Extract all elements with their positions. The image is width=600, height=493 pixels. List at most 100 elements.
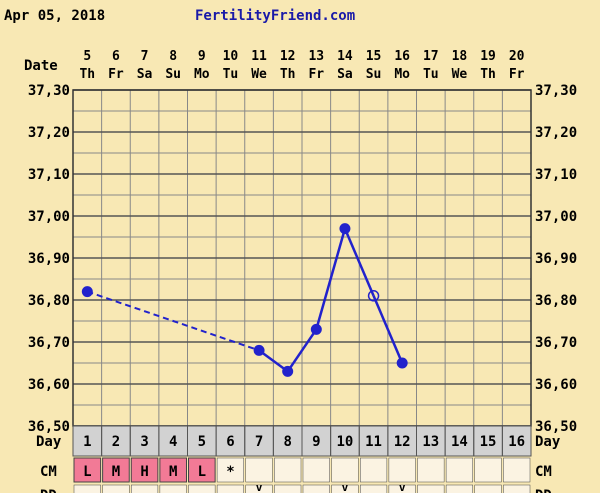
- temperature-line-dashed: [86, 290, 260, 352]
- date-tick-label: 17: [423, 49, 439, 64]
- date-row-label: Date: [24, 58, 58, 74]
- date-tick-label: 10: [223, 49, 239, 64]
- cm-value: M: [169, 464, 177, 480]
- y-tick-label-right: 36,90: [535, 251, 577, 267]
- temperature-line: [315, 228, 347, 330]
- cm-row-label: CM: [40, 464, 57, 480]
- cm-cell: [331, 457, 359, 483]
- cm-value: M: [112, 464, 120, 480]
- cm-row-label-right: CM: [535, 464, 552, 480]
- y-tick-label-left: 37,10: [28, 167, 70, 183]
- bottom-cell: [274, 484, 302, 493]
- cycle-day-number: 6: [226, 434, 234, 450]
- bottom-cell: [245, 484, 273, 493]
- bottom-cell: [417, 484, 445, 493]
- cycle-day-number: 8: [283, 434, 291, 450]
- weekday-tick-label: Fr: [308, 67, 324, 82]
- temperature-point: [310, 323, 322, 335]
- cm-cell: [130, 457, 159, 483]
- bottom-cell: [388, 484, 416, 493]
- y-tick-label-left: 36,50: [28, 419, 70, 435]
- y-tick-label-right: 37,10: [535, 167, 577, 183]
- cm-cell: [73, 457, 102, 483]
- cm-value: H: [140, 464, 148, 480]
- weekday-tick-label: Tu: [423, 67, 439, 82]
- cm-cell: [388, 457, 416, 483]
- cm-cell: [360, 457, 388, 483]
- cycle-day-number: 9: [312, 434, 320, 450]
- bottom-cell: [188, 484, 216, 493]
- temperature-line: [258, 349, 289, 373]
- date-tick-label: 7: [141, 49, 149, 64]
- temperature-point: [396, 357, 408, 369]
- cycle-day-number: 1: [83, 434, 91, 450]
- weekday-tick-label: Th: [480, 67, 496, 82]
- date-tick-label: 12: [280, 49, 296, 64]
- cm-cell: [503, 457, 531, 483]
- weekday-tick-label: Sa: [337, 67, 353, 82]
- weekday-tick-label: Su: [165, 67, 181, 82]
- y-tick-label-right: 36,50: [535, 419, 577, 435]
- y-tick-label-left: 36,80: [28, 293, 70, 309]
- y-tick-label-right: 37,00: [535, 209, 577, 225]
- date-tick-label: 20: [509, 49, 525, 64]
- temperature-point-open: [367, 290, 380, 302]
- weekday-tick-label: Sa: [137, 67, 153, 82]
- bottom-mark: v: [399, 481, 406, 493]
- temperature-point: [282, 365, 294, 377]
- cm-cell: [188, 457, 216, 483]
- bottom-cell: [503, 484, 531, 493]
- y-tick-label-left: 37,20: [28, 125, 70, 141]
- y-tick-label-left: 37,00: [28, 209, 70, 225]
- date-tick-label: 6: [112, 49, 120, 64]
- cm-cell: [274, 457, 302, 483]
- cycle-day-number: 5: [198, 434, 206, 450]
- bottom-cell: [102, 484, 130, 493]
- cm-value: L: [83, 464, 91, 480]
- day-row-label: Day: [36, 434, 62, 450]
- cycle-day-number: 11: [365, 434, 382, 450]
- bottom-mark: v: [256, 481, 263, 493]
- date-tick-label: 14: [337, 49, 353, 64]
- cm-cell: [474, 457, 502, 483]
- cm-value: L: [198, 464, 206, 480]
- bottom-row-label: DD: [40, 488, 57, 493]
- cm-cell: [102, 457, 130, 483]
- site-name: FertilityFriend.com: [195, 8, 356, 24]
- temperature-point: [339, 223, 351, 235]
- weekday-tick-label: Fr: [509, 67, 525, 82]
- bottom-cell: [474, 484, 502, 493]
- y-tick-label-left: 36,70: [28, 335, 70, 351]
- cycle-day-number: 16: [508, 434, 525, 450]
- bottom-row-label-right: DD: [535, 488, 552, 493]
- cm-cell: [445, 457, 473, 483]
- weekday-tick-label: We: [251, 67, 267, 82]
- bottom-cell: [360, 484, 388, 493]
- cycle-day-number: 10: [337, 434, 354, 450]
- weekday-tick-label: Th: [280, 67, 296, 82]
- cycle-day-number: 15: [480, 434, 497, 450]
- date-tick-label: 13: [308, 49, 324, 64]
- cycle-day-number: 14: [451, 434, 468, 450]
- weekday-tick-label: Tu: [223, 67, 239, 82]
- bottom-cell: [445, 484, 473, 493]
- temperature-point: [253, 344, 265, 356]
- cm-cell: [302, 457, 330, 483]
- y-tick-label-left: 36,90: [28, 251, 70, 267]
- date-tick-label: 15: [366, 49, 382, 64]
- date-tick-label: 8: [169, 49, 177, 64]
- bottom-cell: [131, 484, 159, 493]
- cm-cell: [216, 457, 244, 483]
- weekday-tick-label: Mo: [394, 67, 410, 82]
- y-tick-label-right: 36,80: [535, 293, 577, 309]
- y-tick-label-left: 36,60: [28, 377, 70, 393]
- cm-cell: [245, 457, 273, 483]
- bottom-cell: [302, 484, 330, 493]
- bottom-cell: [73, 484, 101, 493]
- temperature-line: [343, 228, 375, 297]
- weekday-tick-label: We: [452, 67, 468, 82]
- y-tick-label-left: 37,30: [28, 83, 70, 99]
- cycle-day-number: 4: [169, 434, 177, 450]
